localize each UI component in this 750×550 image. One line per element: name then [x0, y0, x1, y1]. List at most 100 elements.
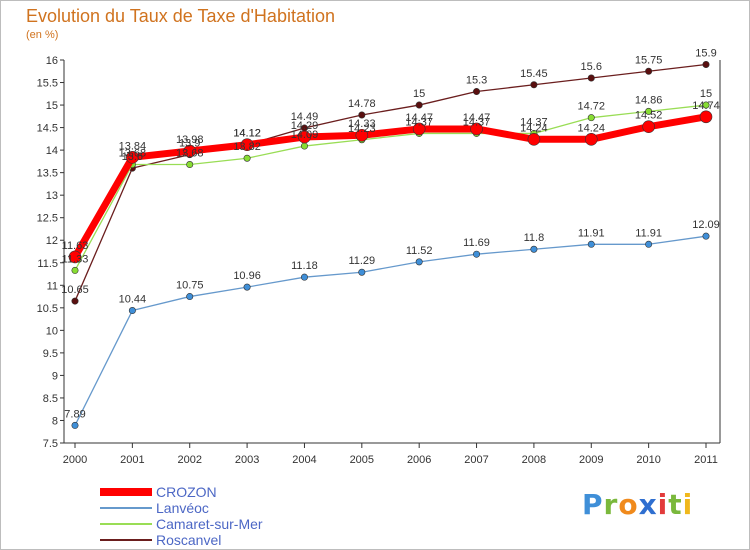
series-line-crozon — [71, 113, 707, 259]
point-crozon — [642, 120, 655, 133]
data-label-lanveoc: 11.91 — [635, 227, 662, 239]
point-camaret — [186, 161, 194, 169]
data-label-lanveoc: 12.09 — [692, 219, 720, 231]
x-tick-label: 2001 — [120, 454, 144, 466]
point-roscanvel — [415, 101, 423, 109]
x-tick-label: 2004 — [292, 454, 316, 466]
point-roscanvel — [530, 81, 538, 89]
data-label-lanveoc: 11.69 — [463, 237, 490, 249]
point-crozon — [126, 151, 139, 164]
y-tick-label: 15 — [46, 100, 58, 112]
data-label-crozon: 14.12 — [233, 128, 261, 140]
chart-subtitle: (en %) — [26, 29, 59, 41]
data-label-lanveoc: 11.29 — [348, 255, 375, 267]
data-label-crozon: 14.33 — [348, 118, 376, 130]
data-label-roscanvel: 13.6 — [122, 151, 143, 163]
y-tick-label: 14.5 — [37, 123, 58, 135]
point-lanveoc — [645, 240, 653, 248]
y-tick-label: 12 — [46, 235, 58, 247]
point-crozon — [68, 250, 82, 264]
data-label-roscanvel: 14.78 — [348, 98, 376, 110]
y-tick-label: 10.5 — [37, 303, 58, 315]
point-crozon — [355, 128, 369, 142]
y-tick-label: 16 — [46, 55, 58, 67]
point-lanveoc — [587, 240, 595, 248]
point-lanveoc — [473, 250, 481, 258]
point-crozon — [470, 122, 483, 136]
data-label-crozon: 14.24 — [578, 122, 606, 134]
data-label-roscanvel: 15 — [413, 88, 425, 100]
data-label-crozon: 13.98 — [176, 134, 204, 146]
point-roscanvel — [358, 111, 366, 119]
data-label-camaret: 13.68 — [176, 148, 204, 160]
logo-letter: t — [668, 488, 683, 521]
legend-item-camaret: Camaret-sur-Mer — [100, 516, 360, 532]
point-crozon — [298, 130, 311, 144]
y-tick-label: 12.5 — [37, 213, 58, 225]
y-tick-label: 14 — [46, 145, 58, 157]
point-roscanvel — [587, 74, 595, 82]
series-line-camaret — [74, 104, 707, 271]
legend-item-crozon: CROZON — [100, 484, 360, 500]
logo-letter: P — [582, 488, 604, 521]
legend-label-camaret: Camaret-sur-Mer — [156, 516, 263, 532]
y-tick-label: 9 — [52, 370, 58, 382]
data-label-roscanvel: 15.75 — [635, 54, 663, 66]
y-tick-label: 11.5 — [37, 258, 58, 270]
point-camaret — [300, 142, 308, 150]
data-label-camaret: 11.33 — [62, 253, 89, 265]
legend-item-lanveoc: Lanvéoc — [100, 500, 360, 516]
proxiti-logo: Proxiti — [582, 488, 693, 521]
point-camaret — [702, 101, 710, 109]
x-tick-label: 2002 — [177, 454, 201, 466]
legend-label-roscanvel: Roscanvel — [156, 532, 222, 548]
point-crozon — [527, 133, 541, 146]
data-label-crozon: 14.47 — [463, 112, 491, 124]
data-label-roscanvel: 15.6 — [581, 61, 602, 73]
point-camaret — [587, 114, 595, 122]
chart-title: Evolution du Taux de Taxe d'Habitation — [26, 6, 335, 26]
data-label-lanveoc: 11.18 — [291, 260, 318, 272]
point-camaret — [645, 107, 653, 115]
data-label-camaret: 13.82 — [233, 141, 261, 153]
logo-letter: o — [618, 488, 639, 521]
data-label-crozon: 14.74 — [692, 100, 720, 112]
point-lanveoc — [243, 283, 251, 291]
logo-letter: i — [682, 488, 694, 521]
point-roscanvel — [702, 61, 710, 69]
data-labels-layer: 7.89 10.44 10.75 10.96 11.18 11.29 11.52 11.69 1… — [61, 48, 720, 421]
point-roscanvel — [473, 88, 481, 96]
data-label-camaret: 14.37 — [405, 116, 433, 128]
data-label-camaret: 14.86 — [635, 94, 663, 106]
legend-label-lanveoc: Lanvéoc — [156, 500, 209, 516]
data-label-lanveoc: 11.52 — [406, 245, 433, 257]
point-crozon — [183, 144, 197, 158]
data-label-crozon: 11.63 — [62, 240, 89, 252]
point-lanveoc — [530, 245, 538, 253]
line-chart: 7.5 8 8.5 9 9.5 10 10.5 11 11.5 12 12.5 13 13.5 14 14.… — [37, 48, 721, 466]
data-label-lanveoc: 10.75 — [176, 280, 204, 292]
data-label-camaret: 14.09 — [291, 129, 319, 141]
x-tick-label: 2007 — [464, 454, 488, 466]
point-lanveoc — [358, 268, 366, 276]
data-label-lanveoc: 10.96 — [233, 270, 261, 282]
point-roscanvel — [645, 67, 653, 75]
x-tick-label: 2005 — [350, 454, 374, 466]
legend-swatch-camaret — [100, 523, 152, 525]
y-tick-label: 8.5 — [43, 393, 58, 405]
legend-swatch-roscanvel — [100, 539, 152, 541]
x-tick-label: 2003 — [235, 454, 259, 466]
legend-label-crozon: CROZON — [156, 484, 217, 500]
point-lanveoc — [71, 421, 79, 429]
data-label-roscanvel: 14.49 — [291, 111, 319, 123]
point-lanveoc — [186, 293, 194, 301]
data-label-roscanvel: 15.3 — [466, 75, 487, 87]
legend-item-roscanvel: Roscanvel — [100, 532, 360, 548]
series-layer — [68, 61, 713, 429]
point-lanveoc — [415, 258, 423, 266]
data-label-roscanvel: 15.9 — [695, 48, 716, 60]
legend-swatch-crozon — [100, 488, 152, 496]
data-label-camaret: 14.72 — [578, 101, 606, 113]
data-label-roscanvel: 15.45 — [520, 68, 548, 80]
